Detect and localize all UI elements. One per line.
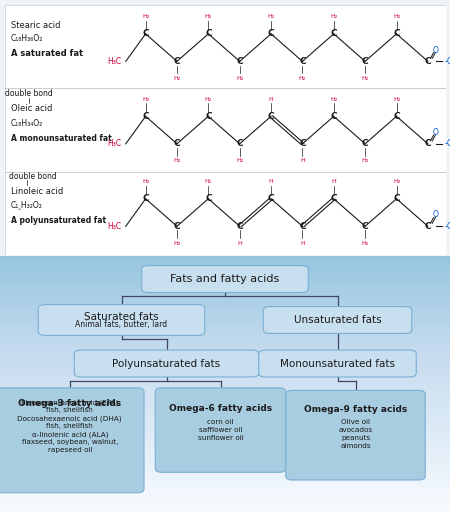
Text: H₂: H₂: [173, 76, 180, 81]
Text: Fats and fatty acids: Fats and fatty acids: [171, 274, 279, 284]
Text: H₂: H₂: [361, 241, 369, 246]
Text: double bond: double bond: [5, 89, 53, 98]
Text: H₂: H₂: [267, 14, 274, 19]
FancyBboxPatch shape: [142, 266, 308, 292]
Text: H₃C: H₃C: [107, 222, 122, 231]
Text: H₂: H₂: [236, 158, 243, 163]
Text: C: C: [362, 222, 369, 231]
Text: C: C: [330, 112, 337, 121]
Text: -OH: -OH: [445, 222, 450, 231]
Text: H: H: [331, 179, 336, 184]
FancyBboxPatch shape: [38, 305, 205, 335]
Text: C: C: [205, 194, 212, 203]
Text: H₂: H₂: [393, 97, 400, 102]
Text: C: C: [236, 57, 243, 66]
Text: C: C: [299, 222, 306, 231]
FancyBboxPatch shape: [0, 388, 144, 493]
Text: Monounsaturated fats: Monounsaturated fats: [280, 358, 395, 369]
Text: C: C: [142, 29, 149, 38]
Text: C: C: [205, 29, 212, 38]
Text: H: H: [269, 179, 274, 184]
Text: C: C: [268, 29, 274, 38]
Text: C: C: [362, 139, 369, 148]
Text: Saturated fats: Saturated fats: [84, 312, 159, 322]
Text: H: H: [237, 241, 242, 246]
Text: H₂: H₂: [393, 179, 400, 184]
Text: H₂: H₂: [299, 76, 306, 81]
Text: H₃C: H₃C: [107, 139, 122, 148]
Text: Animal fats, butter, lard: Animal fats, butter, lard: [76, 320, 167, 329]
Text: C: C: [424, 222, 431, 231]
Text: C: C: [393, 194, 400, 203]
Text: H₂: H₂: [330, 97, 338, 102]
FancyBboxPatch shape: [4, 5, 446, 255]
Text: H₂: H₂: [173, 158, 180, 163]
Text: H₂: H₂: [361, 158, 369, 163]
Text: H₂: H₂: [173, 241, 180, 246]
Text: C: C: [362, 57, 369, 66]
Text: Eicosapentanoic acid (EPA)
fish, shellfish
Docosahexaenoic acid (DHA)
fish, shel: Eicosapentanoic acid (EPA) fish, shellfi…: [18, 399, 122, 453]
Text: O: O: [433, 128, 439, 137]
Text: C: C: [268, 112, 274, 121]
Text: H: H: [269, 97, 274, 102]
Text: C: C: [424, 139, 431, 148]
Text: C: C: [393, 29, 400, 38]
Text: H₂: H₂: [330, 14, 338, 19]
Text: Olive oil
avocados
peanuts
almonds: Olive oil avocados peanuts almonds: [338, 419, 373, 449]
Text: H₂: H₂: [236, 76, 243, 81]
Text: C₁₈H₃₆O₂: C₁₈H₃₆O₂: [11, 34, 44, 44]
Text: A saturated fat: A saturated fat: [11, 49, 83, 58]
Text: A monounsaturated fat: A monounsaturated fat: [11, 134, 112, 142]
FancyBboxPatch shape: [263, 307, 412, 333]
Text: C: C: [174, 57, 180, 66]
Text: C: C: [205, 112, 212, 121]
Text: H₂: H₂: [205, 14, 212, 19]
Text: H₂: H₂: [142, 97, 149, 102]
Text: C: C: [268, 194, 274, 203]
Text: H₂: H₂: [142, 14, 149, 19]
Text: -OH: -OH: [445, 57, 450, 66]
Text: C: C: [142, 194, 149, 203]
Text: C: C: [330, 29, 337, 38]
Text: O: O: [433, 210, 439, 220]
Text: C₁₈H₃₄O₂: C₁₈H₃₄O₂: [11, 119, 43, 127]
Text: H₂: H₂: [205, 97, 212, 102]
Text: Omega-9 fatty acids: Omega-9 fatty acids: [304, 405, 407, 414]
Text: H: H: [300, 158, 305, 163]
Text: Unsaturated fats: Unsaturated fats: [294, 315, 381, 325]
Text: H₃C: H₃C: [107, 57, 122, 66]
Text: C: C: [142, 112, 149, 121]
Text: Oleic acid: Oleic acid: [11, 104, 53, 113]
Text: A polyunsaturated fat: A polyunsaturated fat: [11, 216, 106, 225]
Text: H₂: H₂: [361, 76, 369, 81]
Text: Omega-6 fatty acids: Omega-6 fatty acids: [169, 404, 272, 413]
Text: Omega-3 fatty acids: Omega-3 fatty acids: [18, 399, 122, 408]
Text: C: C: [174, 222, 180, 231]
Text: C: C: [330, 194, 337, 203]
FancyBboxPatch shape: [74, 350, 259, 377]
Text: C: C: [236, 139, 243, 148]
FancyBboxPatch shape: [155, 388, 286, 472]
Text: C: C: [236, 222, 243, 231]
Text: C: C: [299, 57, 306, 66]
Text: corn oil
safflower oil
sunflower oil: corn oil safflower oil sunflower oil: [198, 419, 243, 441]
Text: C: C: [299, 139, 306, 148]
Text: H₂: H₂: [142, 179, 149, 184]
Text: -OH: -OH: [445, 139, 450, 148]
Text: H₂: H₂: [205, 179, 212, 184]
FancyBboxPatch shape: [286, 390, 425, 480]
Text: Stearic acid: Stearic acid: [11, 20, 61, 30]
Text: double bond: double bond: [9, 172, 57, 181]
Text: O: O: [433, 46, 439, 55]
Text: C: C: [424, 57, 431, 66]
Text: Polyunsaturated fats: Polyunsaturated fats: [112, 358, 220, 369]
Text: C₁‸H₃₂O₂: C₁‸H₃₂O₂: [11, 201, 43, 210]
FancyBboxPatch shape: [259, 350, 416, 377]
Text: C: C: [393, 112, 400, 121]
Text: Linoleic acid: Linoleic acid: [11, 187, 63, 196]
Text: H: H: [300, 241, 305, 246]
Text: H₂: H₂: [393, 14, 400, 19]
Text: C: C: [174, 139, 180, 148]
